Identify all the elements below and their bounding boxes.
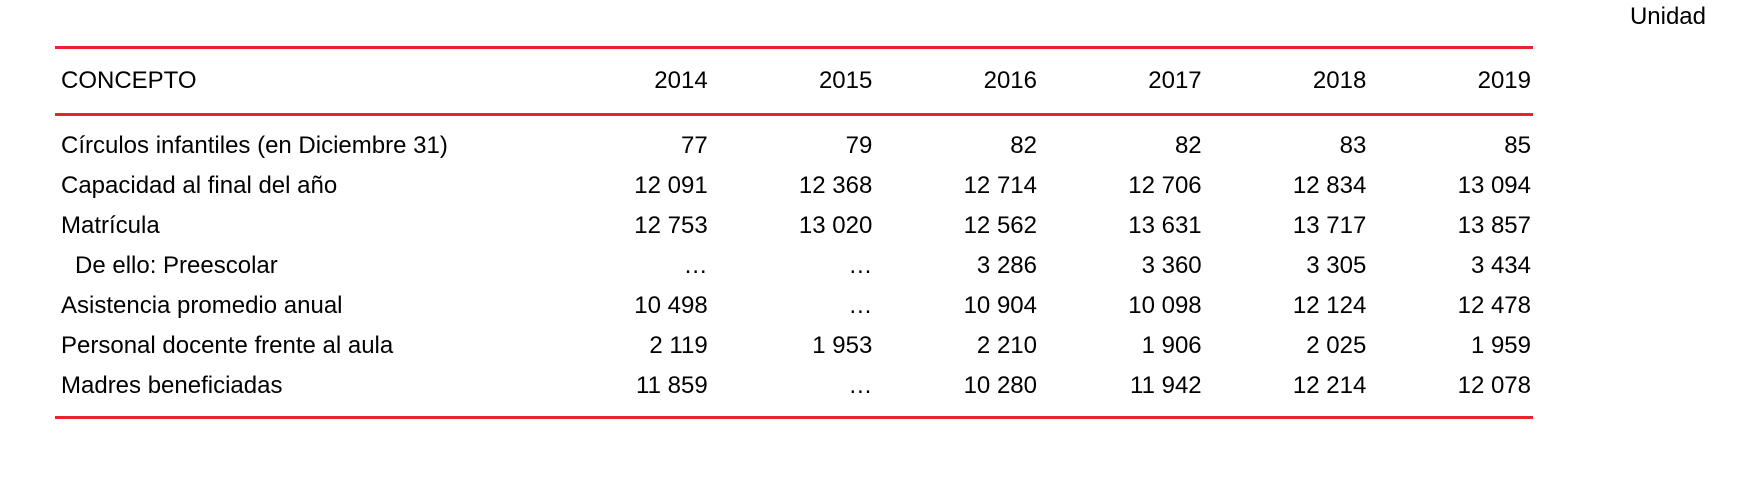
value-cell-2018: 3 305: [1306, 252, 1367, 279]
column-header-2019: 2019: [1477, 67, 1531, 94]
table-row: Madres beneficiadas 11 859 … 10 280 11 942 12…: [55, 366, 1533, 416]
value-cell-2019: 3 434: [1470, 252, 1531, 279]
value-cell-2019: 12 478: [1457, 292, 1531, 319]
header-rule: [55, 113, 1533, 116]
value-cell-2016: 2 210: [976, 332, 1037, 359]
column-header-concept: CONCEPTO: [61, 67, 197, 94]
value-cell-2015: …: [848, 292, 873, 319]
value-cell-2017: 11 942: [1130, 372, 1202, 399]
value-cell-2018: 12 124: [1292, 292, 1367, 319]
row-concept-cell: Madres beneficiadas: [61, 372, 283, 399]
value-cell-2014: 2 119: [649, 332, 708, 359]
table-row: Matrícula 12 753 13 020 12 562 13 631 13 717 1…: [55, 206, 1533, 246]
table-row: Asistencia promedio anual 10 498 … 10 904 10…: [55, 286, 1533, 326]
value-cell-2018: 2 025: [1306, 332, 1367, 359]
value-cell-2016: 3 286: [976, 252, 1037, 279]
table-body: [55, 113, 1533, 116]
value-cell-2018: 12 834: [1292, 172, 1367, 199]
value-cell-2017: 13 631: [1128, 212, 1202, 239]
table-header: CONCEPTO 2014 2015 2016 2017 2018 2019: [55, 49, 1533, 113]
value-cell-2015: 1 953: [812, 332, 873, 359]
value-cell-2015: 13 020: [798, 212, 873, 239]
row-concept-cell: Matrícula: [61, 212, 160, 239]
statistics-table-container: CONCEPTO 2014 2015 2016 2017 2018 2019 C…: [55, 46, 1533, 419]
column-header-2015: 2015: [818, 67, 873, 94]
value-cell-2017: 3 360: [1141, 252, 1202, 279]
top-rule: [55, 46, 1533, 49]
value-cell-2014: 11 859: [636, 372, 708, 399]
row-concept-cell: De ello: Preescolar: [75, 252, 278, 279]
column-header-2016: 2016: [983, 67, 1037, 94]
value-cell-2014: 12 753: [634, 212, 708, 239]
statistics-table: CONCEPTO 2014 2015 2016 2017 2018 2019 C…: [55, 49, 1533, 416]
header-row: CONCEPTO 2014 2015 2016 2017 2018 2019: [55, 49, 1533, 113]
value-cell-2017: 82: [1174, 132, 1202, 159]
row-concept-cell: Personal docente frente al aula: [61, 332, 394, 359]
value-cell-2015: …: [848, 252, 873, 279]
value-cell-2016: 10 280: [963, 372, 1037, 399]
value-cell-2014: 10 498: [634, 292, 708, 319]
column-header-2014: 2014: [654, 67, 708, 94]
value-cell-2019: 12 078: [1457, 372, 1531, 399]
value-cell-2017: 10 098: [1128, 292, 1202, 319]
value-cell-2016: 82: [1010, 132, 1037, 159]
row-concept-cell: Capacidad al final del año: [61, 172, 338, 199]
unit-label: Unidad: [1629, 3, 1706, 30]
value-cell-2015: …: [848, 372, 873, 399]
value-cell-2016: 12 562: [963, 212, 1037, 239]
value-cell-2018: 13 717: [1292, 212, 1367, 239]
column-header-2018: 2018: [1312, 67, 1367, 94]
table-row: Círculos infantiles (en Diciembre 31) 77 7…: [55, 116, 1533, 166]
value-cell-2019: 13 857: [1457, 212, 1531, 239]
value-cell-2014: 12 091: [634, 172, 708, 199]
value-cell-2018: 12 214: [1292, 372, 1367, 399]
value-cell-2019: 85: [1504, 132, 1531, 159]
row-concept-cell: Asistencia promedio anual: [61, 292, 343, 319]
column-header-2017: 2017: [1148, 67, 1202, 94]
value-cell-2017: 12 706: [1128, 172, 1202, 199]
table-data-rows: Círculos infantiles (en Diciembre 31) 77 7…: [55, 116, 1533, 416]
value-cell-2014: …: [683, 252, 708, 279]
bottom-rule: [55, 416, 1533, 419]
value-cell-2016: 10 904: [963, 292, 1037, 319]
table-row: De ello: Preescolar … … 3 286 3 360 3 305 3 43…: [55, 246, 1533, 286]
table-row: Personal docente frente al aula 2 119 1 95…: [55, 326, 1533, 366]
value-cell-2019: 13 094: [1457, 172, 1531, 199]
value-cell-2015: 79: [845, 132, 873, 159]
value-cell-2016: 12 714: [963, 172, 1037, 199]
value-cell-2014: 77: [680, 132, 708, 159]
value-cell-2018: 83: [1339, 132, 1367, 159]
value-cell-2017: 1 906: [1141, 332, 1202, 359]
table-row: Capacidad al final del año 12 091 12 368 12…: [55, 166, 1533, 206]
value-cell-2015: 12 368: [798, 172, 873, 199]
row-concept-cell: Círculos infantiles (en Diciembre 31): [61, 132, 448, 159]
value-cell-2019: 1 959: [1470, 332, 1531, 359]
